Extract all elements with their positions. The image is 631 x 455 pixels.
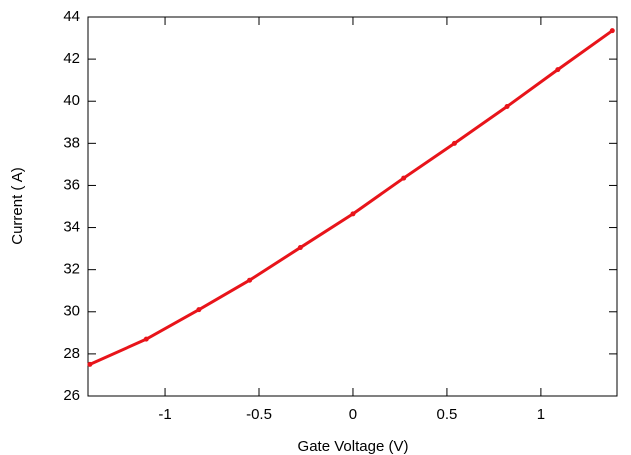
data-point bbox=[504, 103, 510, 109]
x-tick-label: -0.5 bbox=[246, 406, 272, 423]
data-point bbox=[87, 361, 93, 367]
y-tick-label: 42 bbox=[63, 50, 80, 67]
data-point bbox=[350, 211, 356, 217]
plot-frame bbox=[87, 16, 618, 397]
y-tick-label: 36 bbox=[63, 176, 80, 193]
data-point bbox=[143, 336, 149, 342]
data-point bbox=[401, 175, 407, 181]
data-point bbox=[451, 140, 457, 146]
y-axis-label: Current ( A) bbox=[9, 167, 26, 245]
x-tick-label: 0 bbox=[349, 406, 357, 423]
series-line bbox=[89, 29, 614, 366]
x-tick-label: 0.5 bbox=[437, 406, 458, 423]
y-tick-label: 34 bbox=[63, 219, 80, 236]
data-point bbox=[247, 277, 253, 283]
y-tick-label: 38 bbox=[63, 134, 80, 151]
data-point bbox=[297, 245, 303, 251]
data-point bbox=[555, 67, 561, 73]
y-tick-label: 40 bbox=[63, 92, 80, 109]
y-tick-label: 32 bbox=[63, 261, 80, 278]
data-point bbox=[609, 28, 615, 34]
x-tick-label: -1 bbox=[158, 406, 171, 423]
y-tick-label: 44 bbox=[63, 8, 80, 25]
y-tick-label: 28 bbox=[63, 345, 80, 362]
x-axis-label: Gate Voltage (V) bbox=[298, 438, 409, 455]
data-point bbox=[196, 307, 202, 313]
y-tick-label: 30 bbox=[63, 303, 80, 320]
y-tick-label: 26 bbox=[63, 387, 80, 404]
x-tick-label: 1 bbox=[537, 406, 545, 423]
